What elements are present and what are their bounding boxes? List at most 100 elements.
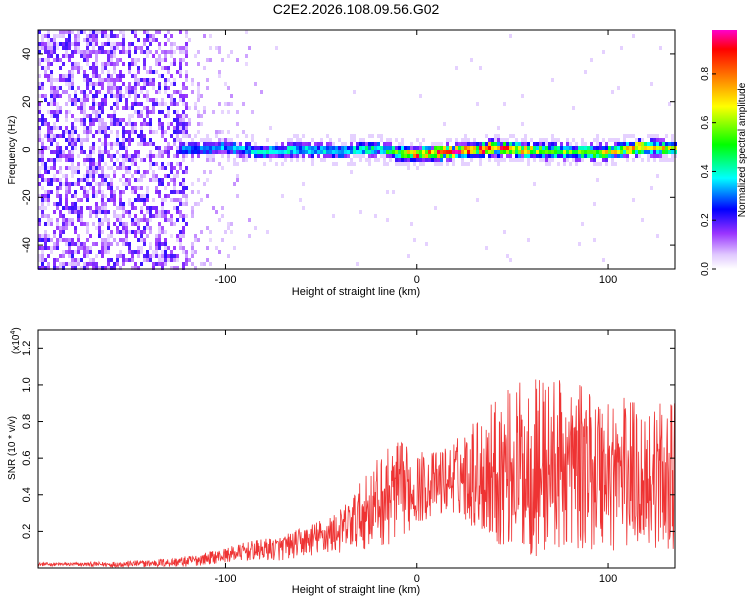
spectrogram-cell <box>86 138 89 142</box>
spectrogram-cell <box>110 62 113 66</box>
spectrogram-cell <box>56 78 59 82</box>
spectrogram-cell <box>188 146 191 150</box>
spectrogram-cell <box>65 54 68 58</box>
spectrogram-cell <box>77 106 80 110</box>
spectrogram-cell <box>74 194 77 198</box>
spectrogram-cell <box>104 174 107 178</box>
spectrogram-cell <box>500 150 503 154</box>
spectrogram-cell <box>467 150 470 154</box>
spectrogram-cell <box>161 122 164 126</box>
spectrogram-cell <box>149 166 152 170</box>
spectrogram-cell <box>116 86 119 90</box>
spectrogram-cell <box>491 154 494 158</box>
spectrogram-cell <box>155 70 158 74</box>
spectrogram-cell <box>74 190 77 194</box>
spectrogram-cell <box>92 262 95 266</box>
spectrogram-cell <box>314 142 317 146</box>
spectrogram-cell <box>113 214 116 218</box>
spectrogram-cell <box>107 222 110 226</box>
spectrogram-cell <box>137 150 140 154</box>
spectrogram-cell <box>107 42 110 46</box>
spectrogram-cell <box>167 66 170 70</box>
spectrogram-cell <box>557 146 560 150</box>
spectrogram-cell <box>566 138 569 142</box>
spectrogram-cell <box>104 94 107 98</box>
spectrogram-cell <box>182 250 185 254</box>
spectrogram-cell <box>224 150 227 154</box>
spectrogram-cell <box>149 78 152 82</box>
spectrogram-cell <box>548 158 551 162</box>
spectrogram-cell <box>566 150 569 154</box>
spectrogram-cell <box>584 70 587 74</box>
spectrogram-cell <box>245 158 248 162</box>
spectrogram-cell <box>47 266 50 270</box>
spectrogram-cell <box>56 190 59 194</box>
spectrogram-cell <box>83 130 86 134</box>
spectrogram-cell <box>98 234 101 238</box>
spectrogram-cell <box>128 90 131 94</box>
spectrogram-cell <box>233 162 236 166</box>
spectrogram-cell <box>68 218 71 222</box>
spectrogram-cell <box>146 106 149 110</box>
spectrogram-cell <box>47 46 50 50</box>
spectrogram-cell <box>200 198 203 202</box>
spectrogram-cell <box>104 34 107 38</box>
spectrogram-cell <box>71 130 74 134</box>
spectrogram-cell <box>116 90 119 94</box>
spectrogram-cell <box>59 86 62 90</box>
spectrogram-cell <box>524 142 527 146</box>
spectrogram-cell <box>59 226 62 230</box>
spectrogram-cell <box>86 82 89 86</box>
spectrogram-cell <box>83 242 86 246</box>
spectrogram-cell <box>185 254 188 258</box>
spectrogram-cell <box>245 146 248 150</box>
spectrogram-cell <box>41 38 44 42</box>
spectrogram-cell <box>623 134 626 138</box>
spectrogram-cell <box>137 58 140 62</box>
spectrogram-cell <box>95 190 98 194</box>
spectrogram-cell <box>80 146 83 150</box>
spectrogram-cell <box>500 154 503 158</box>
spectrogram-cell <box>65 30 68 34</box>
spectrogram-cell <box>122 226 125 230</box>
spectrogram-cell <box>392 146 395 150</box>
spectrogram-cell <box>182 158 185 162</box>
spectrogram-cell <box>179 238 182 242</box>
spectrogram-cell <box>479 146 482 150</box>
spectrogram-cell <box>671 142 674 146</box>
spectrogram-cell <box>95 214 98 218</box>
spectrogram-cell <box>143 58 146 62</box>
spectrogram-cell <box>161 254 164 258</box>
spectrogram-cell <box>77 98 80 102</box>
spectrogram-cell <box>218 146 221 150</box>
spectrogram-cell <box>41 82 44 86</box>
spectrogram-cell <box>62 74 65 78</box>
spectrogram-cell <box>176 170 179 174</box>
spectrogram-cell <box>104 78 107 82</box>
spectrogram-cell <box>41 266 44 270</box>
spectrogram-cell <box>566 146 569 150</box>
spectrogram-cell <box>107 86 110 90</box>
spectrogram-cell <box>101 238 104 242</box>
snr-x-tick-label: 100 <box>599 573 617 585</box>
spectrogram-cell <box>233 150 236 154</box>
spectrogram-cell <box>68 154 71 158</box>
spectrogram-cell <box>644 150 647 154</box>
spectrogram-cell <box>221 238 224 242</box>
spectrogram-cell <box>173 82 176 86</box>
spectrogram-cell <box>38 102 41 106</box>
spectrogram-cell <box>548 150 551 154</box>
spectrogram-cell <box>119 146 122 150</box>
spectrogram-cell <box>134 170 137 174</box>
spectrogram-cell <box>44 214 47 218</box>
spectrogram-cell <box>56 110 59 114</box>
spectrogram-cell <box>506 154 509 158</box>
spectrogram-cell <box>122 38 125 42</box>
spectrogram-cell <box>191 146 194 150</box>
spectrogram-cell <box>329 138 332 142</box>
spectrogram-cell <box>443 154 446 158</box>
spectrogram-cell <box>113 266 116 270</box>
spectrogram-cell <box>116 142 119 146</box>
spectrogram-cell <box>641 150 644 154</box>
spectrogram-cell <box>170 254 173 258</box>
